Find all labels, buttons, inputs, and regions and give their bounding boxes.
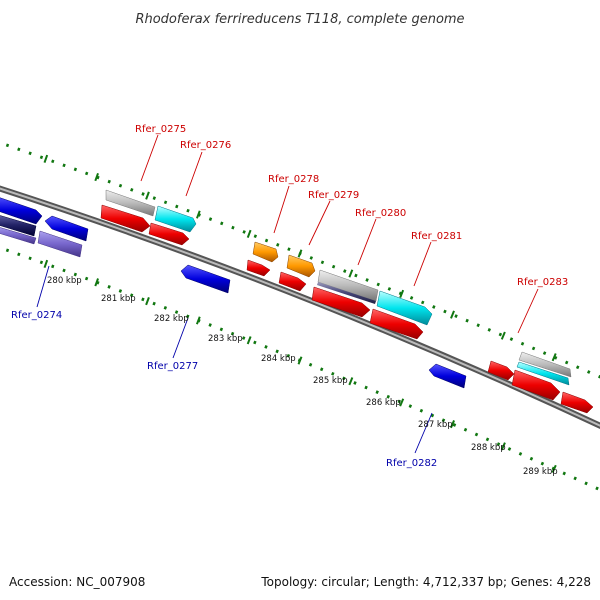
tick-label: 289 kbp [523,467,558,477]
cds-rfer-0284[interactable] [560,391,594,414]
cds-rfer-0274b[interactable] [44,215,89,242]
cds-rfer-0279[interactable] [286,254,316,278]
genome-backbone [0,185,600,429]
gene-label[interactable]: Rfer_0281 [411,231,462,242]
cds-rfer-0280[interactable] [311,286,371,318]
track-tick [43,259,49,269]
cds-rfer-0274[interactable] [37,230,83,258]
cds-rfer-0283-cyan[interactable] [516,361,570,386]
tick-label: 281 kbp [101,294,136,304]
tick-label: 288 kbp [471,443,506,453]
track-tick [551,353,557,362]
label-leaders [36,134,539,454]
cds-rfer-0276[interactable] [148,222,190,246]
track-tick [348,269,354,278]
tick-label: 280 kbp [47,276,82,286]
gene-label[interactable]: Rfer_0278 [268,174,319,185]
track-tick [449,420,456,429]
track-tick [246,336,252,345]
track-tick [94,278,99,287]
cds-rfer-0279-low[interactable] [278,271,307,292]
cds-rfer-0278-low[interactable] [246,259,271,277]
accession-text: Accession: NC_007908 [9,575,145,589]
track-tick [43,154,49,163]
gene-label[interactable]: Rfer_0283 [517,277,568,288]
tick-label: 282 kbp [154,314,189,324]
cds-rfer-0283-a[interactable] [487,360,515,381]
track-tick [348,377,354,386]
track-tick [297,249,303,258]
cds-rfer-0278[interactable] [252,241,279,263]
track-tick [195,316,201,325]
cds-rfer-0273[interactable] [0,196,43,225]
topology-summary: Topology: circular; Length: 4,712,337 bp… [260,575,591,589]
position-ticks: 280 kbp 281 kbp 282 kbp 283 kbp 284 kbp … [47,276,558,477]
cds-rfer-0281-top[interactable] [376,290,433,326]
gene-label[interactable]: Rfer_0282 [386,458,437,469]
tick-label: 286 kbp [366,398,401,408]
track-tick [450,310,455,319]
cds-rfer-0283[interactable] [511,369,561,401]
gene-label[interactable]: Rfer_0277 [147,361,198,372]
gene-label[interactable]: Rfer_0274 [11,310,62,321]
track-tick [297,356,303,365]
cds-rfer-0281[interactable] [369,308,424,340]
cds-rfer-0276-top[interactable] [154,205,197,233]
track-tick [145,191,150,200]
track-tick [246,229,252,238]
track-tick [551,464,557,473]
tick-label: 284 kbp [261,354,296,364]
track-tick [145,297,150,306]
track-tick [195,210,201,219]
track-tick [94,172,99,182]
cds-rfer-0275-top[interactable] [105,189,156,217]
tick-label: 285 kbp [313,376,348,386]
inner-ticks [43,259,557,473]
track-tick [500,442,506,451]
reverse-gene-labels: Rfer_0274 Rfer_0277 Rfer_0282 [11,310,437,469]
cds-rfer-0280-band [317,282,376,304]
gene-label[interactable]: Rfer_0280 [355,208,406,219]
cds-rfer-0274-band [0,227,37,245]
track-tick [399,398,405,407]
tick-label: 287 kbp [418,420,453,430]
track-tick [500,331,506,340]
cds-rfer-0282[interactable] [428,363,467,389]
cds-rfer-0275[interactable] [100,204,151,233]
gene-label[interactable]: Rfer_0275 [135,124,186,135]
map-title: Rhodoferax ferrireducens T118, complete … [135,12,464,27]
cds-rfer-0283-top[interactable] [518,351,572,378]
track-tick [399,289,405,298]
cds-rfer-0274-dark[interactable] [0,214,37,237]
genome-backbone-highlight [0,187,600,427]
forward-gene-labels: Rfer_0275 Rfer_0276 Rfer_0278 Rfer_0279 … [135,124,568,288]
gene-label[interactable]: Rfer_0279 [308,190,359,201]
gene-label[interactable]: Rfer_0276 [180,140,231,151]
outer-ticks [43,154,557,362]
cds-rfer-0277[interactable] [180,264,231,294]
tick-label: 283 kbp [208,334,243,344]
